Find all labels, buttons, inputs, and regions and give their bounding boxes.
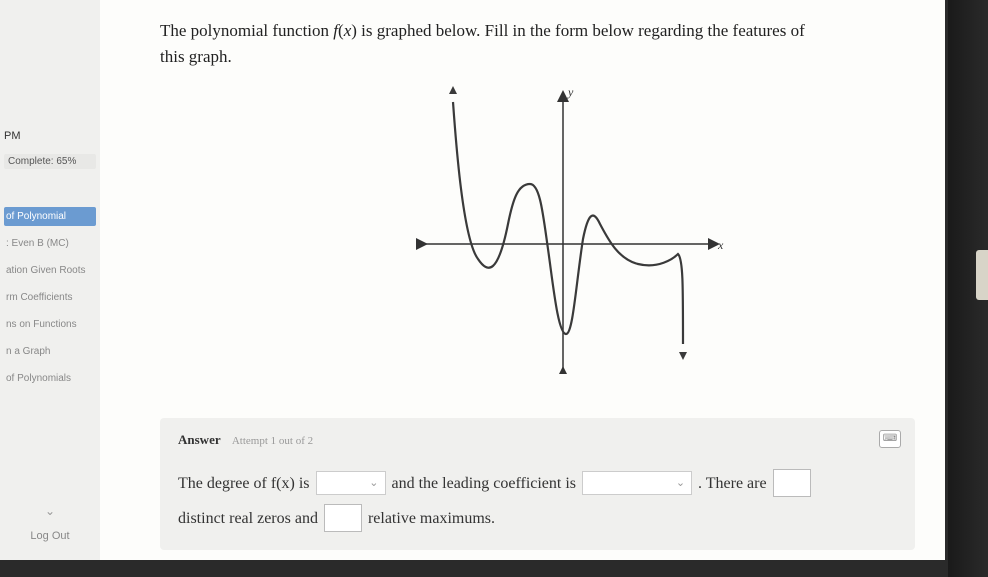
attempt-text: Attempt 1 out of 2 [232,435,313,447]
sidebar-item-polynomial[interactable]: of Polynomial [4,207,96,226]
polynomial-curve [453,102,683,344]
sidebar-header: PM [4,130,96,142]
polynomial-graph: y x [338,84,738,374]
tab-marker [976,250,988,300]
chevron-down-icon[interactable]: ⌄ [8,504,92,518]
sidebar: PM Complete: 65% of Polynomial : Even B … [0,0,100,560]
text-distinct: distinct real zeros and [178,501,318,536]
y-axis-label: y [567,85,574,99]
logout-button[interactable]: Log Out [8,530,92,542]
main-content: The polynomial function f(x) is graphed … [100,0,945,560]
x-axis-label: x [717,238,724,252]
complete-badge: Complete: 65% [4,154,96,169]
sidebar-item-even-b[interactable]: : Even B (MC) [4,234,96,253]
answer-line-2: distinct real zeros and relative maximum… [178,501,897,536]
sidebar-item-polynomials[interactable]: of Polynomials [4,369,96,388]
degree-dropdown[interactable]: ⌄ [316,471,386,495]
answer-section: ⌨ Answer Attempt 1 out of 2 The degree o… [160,418,915,550]
answer-label: Answer [178,432,221,447]
text-degree: The degree of f(x) is [178,466,310,501]
app-screen: PM Complete: 65% of Polynomial : Even B … [0,0,945,560]
text-leading: and the leading coefficient is [392,466,577,501]
device-edge [948,0,988,577]
graph-area: y x [160,79,915,410]
question-text: The polynomial function f(x) is graphed … [160,18,915,69]
answer-line-1: The degree of f(x) is ⌄ and the leading … [178,466,897,501]
question-line2: this graph. [160,47,232,66]
zeros-input[interactable] [773,469,811,497]
sidebar-footer: ⌄ Log Out [4,496,96,550]
calculator-icon[interactable]: ⌨ [879,430,901,448]
question-line1: The polynomial function f(x) is graphed … [160,21,805,40]
sidebar-item-given-roots[interactable]: ation Given Roots [4,261,96,280]
maximums-input[interactable] [324,504,362,532]
sidebar-item-functions[interactable]: ns on Functions [4,315,96,334]
text-there-are: . There are [698,466,767,501]
answer-header: Answer Attempt 1 out of 2 [178,432,897,448]
text-maximums: relative maximums. [368,501,495,536]
sidebar-item-coefficients[interactable]: rm Coefficients [4,288,96,307]
leading-coeff-dropdown[interactable]: ⌄ [582,471,692,495]
sidebar-item-graph[interactable]: n a Graph [4,342,96,361]
